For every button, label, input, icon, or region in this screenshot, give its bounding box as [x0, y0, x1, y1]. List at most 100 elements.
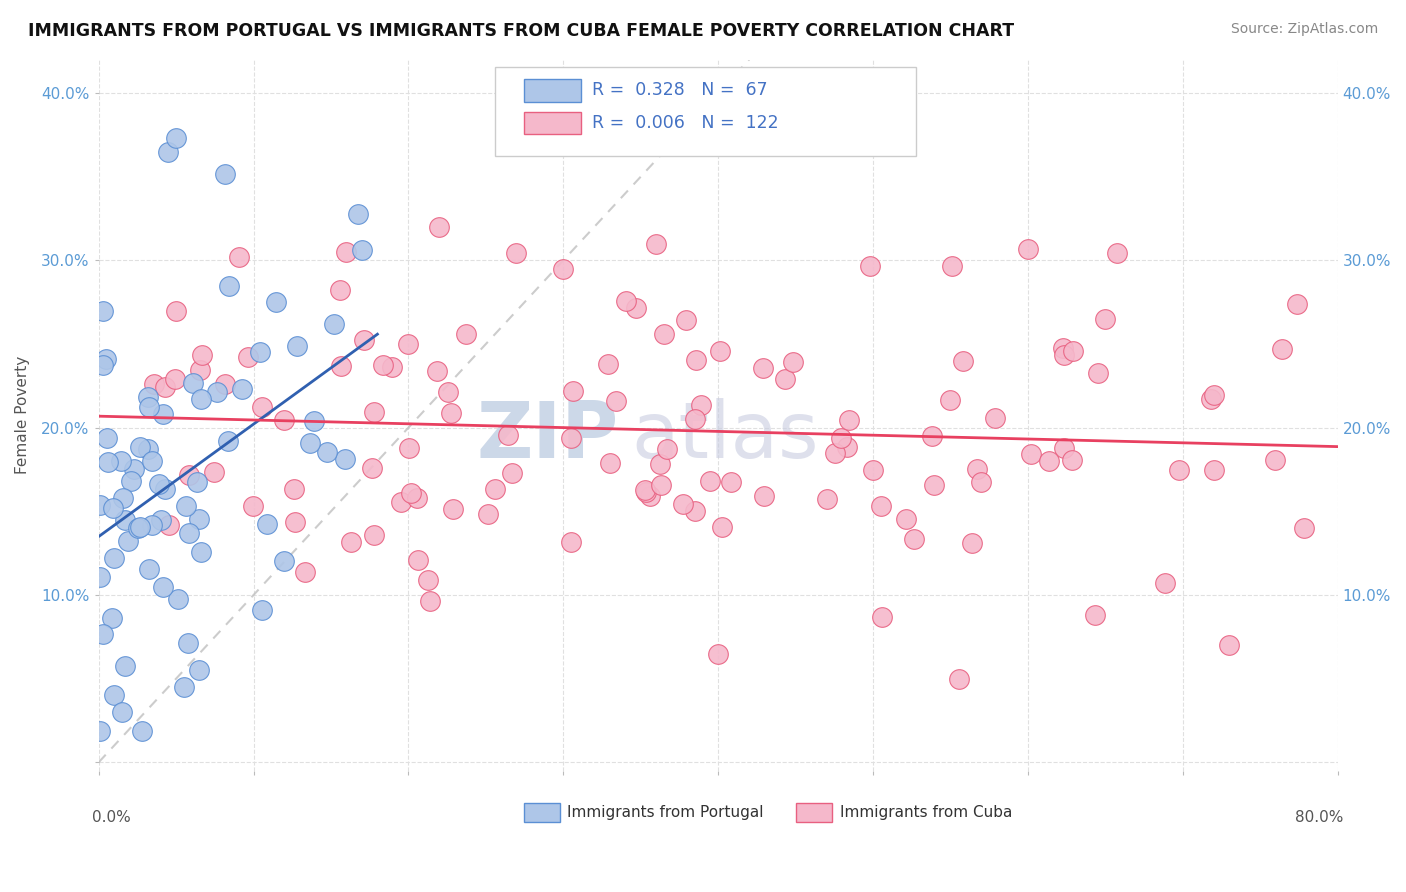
Point [903, 533, 925, 547]
Point [228, 250, 250, 264]
Point [112, 491, 135, 505]
Point [256, 516, 278, 531]
Point [672, 497, 695, 511]
Point [1084, 607, 1107, 622]
Point [870, 610, 893, 624]
Point [710, 520, 733, 534]
Point [294, 565, 316, 579]
Point [218, 279, 240, 293]
Point [501, 466, 523, 480]
Point [636, 484, 658, 499]
Point [709, 343, 731, 358]
Point [96, 431, 118, 445]
Point [1021, 447, 1043, 461]
Point [89, 499, 111, 513]
Point [157, 145, 180, 159]
Point [398, 441, 420, 455]
Point [426, 364, 449, 378]
Point [443, 501, 465, 516]
Point [153, 482, 176, 496]
Point [148, 476, 170, 491]
Point [298, 436, 321, 450]
Point [96, 455, 118, 469]
Point [111, 705, 134, 719]
Point [683, 411, 706, 425]
Point [150, 513, 173, 527]
Point [91, 358, 114, 372]
Point [122, 462, 145, 476]
Point [1167, 463, 1189, 477]
Point [685, 352, 707, 367]
FancyBboxPatch shape [796, 804, 832, 822]
Text: R =  0.328   N =  67: R = 0.328 N = 67 [592, 81, 768, 99]
Point [437, 385, 460, 400]
Point [285, 338, 308, 352]
Point [129, 440, 152, 454]
FancyBboxPatch shape [495, 67, 917, 155]
Point [1292, 521, 1315, 535]
Point [440, 406, 463, 420]
Point [114, 658, 136, 673]
Point [153, 380, 176, 394]
Point [181, 376, 204, 391]
Point [363, 528, 385, 542]
Point [922, 478, 945, 492]
Point [921, 429, 943, 443]
Point [231, 382, 253, 396]
Point [283, 482, 305, 496]
Point [838, 413, 860, 427]
Point [273, 413, 295, 427]
FancyBboxPatch shape [523, 78, 581, 102]
Point [596, 358, 619, 372]
Point [152, 580, 174, 594]
FancyBboxPatch shape [523, 112, 581, 135]
Point [188, 363, 211, 377]
Point [363, 405, 385, 419]
Point [1285, 297, 1308, 311]
Point [405, 491, 427, 505]
Point [707, 647, 730, 661]
Point [217, 434, 239, 449]
Point [323, 318, 346, 332]
Point [640, 489, 662, 503]
Point [177, 636, 200, 650]
Point [190, 545, 212, 559]
Point [157, 518, 180, 533]
Point [859, 259, 882, 273]
Point [214, 168, 236, 182]
Point [120, 474, 142, 488]
Point [427, 219, 450, 234]
Point [143, 376, 166, 391]
Point [675, 313, 697, 327]
Point [969, 475, 991, 489]
Point [699, 474, 721, 488]
Point [138, 400, 160, 414]
Point [782, 355, 804, 369]
Point [939, 392, 962, 407]
Point [1062, 344, 1084, 359]
Point [117, 534, 139, 549]
Point [284, 515, 307, 529]
Point [655, 442, 678, 457]
Point [496, 427, 519, 442]
Point [683, 504, 706, 518]
Point [214, 376, 236, 391]
Point [391, 495, 413, 509]
Point [1204, 388, 1226, 402]
Point [894, 512, 917, 526]
Point [347, 207, 370, 221]
Point [773, 371, 796, 385]
Point [110, 454, 132, 468]
Point [371, 359, 394, 373]
Point [188, 512, 211, 526]
Text: Source: ZipAtlas.com: Source: ZipAtlas.com [1230, 22, 1378, 37]
Point [329, 283, 352, 297]
Point [830, 431, 852, 445]
Point [128, 519, 150, 533]
Point [752, 361, 775, 376]
Point [353, 333, 375, 347]
Point [94, 351, 117, 366]
Point [835, 441, 858, 455]
Point [350, 244, 373, 258]
Point [167, 592, 190, 607]
